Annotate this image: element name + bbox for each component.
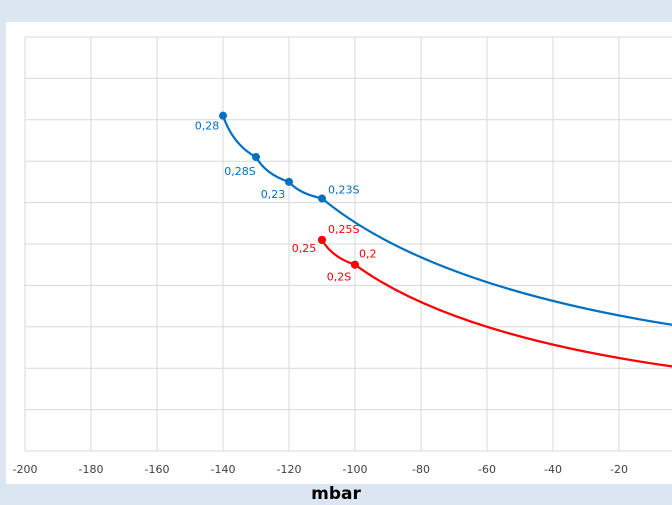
x-axis-title: mbar [311, 484, 361, 504]
x-tick-label: -60 [478, 463, 496, 476]
x-tick-label: -20 [610, 463, 628, 476]
x-tick-label: -100 [343, 463, 368, 476]
x-axis-ticks: -200 -180 -160 -140 -120 -100 -80 -60 -40 -20 [13, 463, 628, 476]
chart-area [6, 22, 672, 484]
x-tick-label: -140 [211, 463, 236, 476]
series-line-2 [321, 239, 672, 368]
data-label: 0,25 [292, 242, 317, 255]
data-label: 0,25S [328, 223, 359, 236]
series-line-1 [221, 115, 672, 326]
data-label: 0,23S [328, 183, 359, 196]
data-label: 0,2S [327, 271, 351, 284]
x-tick-label: -40 [544, 463, 562, 476]
data-point [252, 153, 260, 162]
data-point [318, 235, 326, 244]
data-label: 0,28S [224, 165, 255, 178]
grid [24, 36, 672, 452]
data-label: 0,28 [195, 120, 220, 133]
x-tick-label: -200 [13, 463, 38, 476]
data-point [285, 177, 293, 186]
x-tick-label: -160 [145, 463, 170, 476]
data-point [219, 111, 227, 120]
data-label: 0,23 [261, 188, 286, 201]
data-label: 0,2 [359, 248, 377, 261]
x-tick-label: -80 [412, 463, 430, 476]
data-point [318, 194, 326, 203]
x-tick-label: -120 [277, 463, 302, 476]
data-point [351, 260, 359, 269]
x-tick-label: -180 [79, 463, 104, 476]
